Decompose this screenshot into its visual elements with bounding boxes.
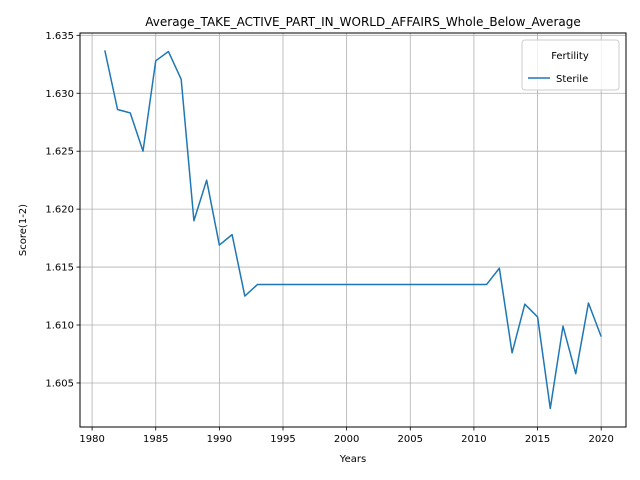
x-tick-label: 1980 <box>79 434 104 445</box>
grid <box>80 33 626 427</box>
y-axis-ticks: 1.605 1.610 1.615 1.620 1.625 1.630 1.635 <box>45 31 80 389</box>
x-tick-label: 1995 <box>270 434 295 445</box>
x-tick-label: 2005 <box>398 434 423 445</box>
x-tick-label: 1985 <box>143 434 168 445</box>
legend-title: Fertility <box>551 51 589 62</box>
y-tick-label: 1.615 <box>45 263 74 274</box>
x-axis-label: Years <box>339 454 366 465</box>
legend: Fertility Sterile <box>521 39 620 91</box>
series-layer <box>104 50 602 410</box>
plot-frame <box>79 32 627 428</box>
y-tick-label: 1.605 <box>45 378 74 389</box>
y-tick-label: 1.625 <box>45 147 74 158</box>
chart-title: Average_TAKE_ACTIVE_PART_IN_WORLD_AFFAIR… <box>145 15 580 29</box>
y-tick-label: 1.620 <box>45 205 74 216</box>
y-tick-label: 1.630 <box>45 89 74 100</box>
x-tick-label: 2020 <box>588 434 613 445</box>
x-tick-label: 2015 <box>525 434 550 445</box>
x-axis-ticks: 1980 1985 1990 1995 2000 2005 2010 2015 2020 <box>79 427 614 445</box>
y-tick-label: 1.610 <box>45 321 74 332</box>
series-line-sterile <box>104 50 602 410</box>
x-tick-label: 2000 <box>334 434 359 445</box>
x-tick-label: 1990 <box>207 434 232 445</box>
legend-label: Sterile <box>556 74 588 85</box>
x-tick-label: 2010 <box>461 434 486 445</box>
y-axis-label: Score(1-2) <box>18 204 29 256</box>
y-tick-label: 1.635 <box>45 31 74 42</box>
